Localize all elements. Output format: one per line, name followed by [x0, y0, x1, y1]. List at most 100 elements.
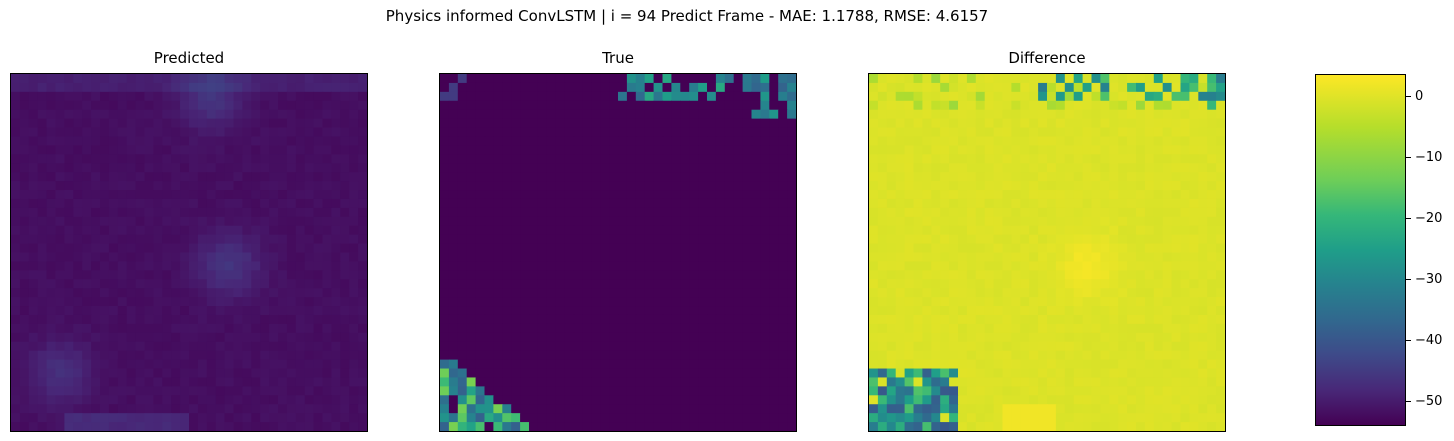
heatmap-cell [11, 422, 21, 431]
heatmap-cell [966, 243, 977, 254]
heatmap-cell [91, 118, 101, 129]
heatmap-cell [1073, 288, 1084, 298]
heatmap-cell [564, 404, 575, 414]
heatmap-cell [251, 297, 261, 307]
heatmap-cell [91, 172, 101, 182]
heatmap-cell [609, 332, 619, 343]
heatmap-cell [1198, 359, 1208, 370]
heatmap-cell [19, 82, 30, 93]
heatmap-cell [1091, 404, 1101, 414]
heatmap-cell [778, 332, 788, 343]
heatmap-cell [440, 207, 450, 218]
heatmap-cell [126, 422, 137, 431]
heatmap-cell [520, 386, 530, 396]
heatmap-cell [73, 234, 83, 245]
heatmap-cell [1180, 306, 1190, 316]
heatmap-cell [1038, 118, 1048, 129]
heatmap-cell [224, 207, 235, 218]
heatmap-cell [680, 225, 690, 236]
heatmap-cell [1109, 261, 1119, 271]
heatmap-cell [1171, 163, 1182, 173]
heatmap-cell [189, 306, 199, 316]
heatmap-cell [108, 413, 119, 423]
heatmap-cell [180, 332, 190, 343]
heatmap-cell [582, 279, 592, 289]
heatmap-cell [886, 314, 897, 325]
heatmap-cell [117, 100, 128, 111]
heatmap-cell [635, 377, 646, 387]
heatmap-cell [46, 395, 57, 405]
heatmap-cell [215, 82, 226, 93]
heatmap-cell [502, 190, 512, 200]
heatmap-cell [546, 243, 557, 254]
heatmap-cell [922, 163, 932, 173]
heatmap-cell [555, 109, 566, 120]
heatmap-cell [64, 297, 74, 307]
heatmap-cell [286, 270, 297, 280]
heatmap-cell [1011, 172, 1021, 182]
heatmap-cell [28, 413, 39, 423]
heatmap-cell [886, 234, 897, 245]
heatmap-cell [671, 386, 681, 396]
heatmap-cell [55, 404, 65, 414]
heatmap-cell [91, 216, 101, 227]
heatmap-cell [635, 297, 646, 307]
heatmap-cell [1216, 422, 1225, 431]
heatmap-cell [340, 332, 350, 343]
heatmap-cell [1064, 261, 1075, 271]
heatmap-cell [1109, 350, 1119, 361]
heatmap-cell [11, 297, 21, 307]
heatmap-cell [698, 422, 708, 431]
heatmap-cell [28, 118, 39, 129]
heatmap-difference-svg [869, 74, 1225, 431]
heatmap-cell [591, 172, 601, 182]
heatmap-cell [1127, 225, 1137, 236]
heatmap-cell [91, 297, 101, 307]
heatmap-cell [949, 109, 959, 120]
heatmap-cell [1136, 190, 1146, 200]
heatmap-cell [724, 225, 735, 236]
heatmap-cell [742, 341, 753, 352]
heatmap-cell [108, 190, 119, 200]
heatmap-cell [286, 118, 297, 129]
heatmap-cell [197, 181, 208, 191]
heatmap-cell [46, 422, 57, 431]
heatmap-cell [564, 100, 575, 111]
heatmap-cell [724, 368, 735, 379]
heatmap-cell [537, 297, 548, 307]
heatmap-cell [1047, 145, 1057, 155]
heatmap-cell [440, 306, 450, 316]
heatmap-cell [1109, 145, 1119, 155]
heatmap-cell [573, 207, 583, 218]
heatmap-cell [949, 234, 959, 245]
heatmap-cell [37, 350, 48, 361]
heatmap-cell [573, 127, 583, 138]
heatmap-cell [1153, 297, 1164, 307]
heatmap-cell [55, 332, 65, 343]
heatmap-cell [707, 207, 717, 218]
heatmap-cell [11, 404, 21, 414]
heatmap-cell [662, 109, 672, 120]
heatmap-cell [904, 377, 915, 387]
heatmap-cell [1100, 234, 1110, 245]
heatmap-cell [260, 261, 270, 271]
heatmap-cell [457, 404, 468, 414]
heatmap-cell [653, 359, 664, 370]
heatmap-cell [64, 234, 74, 245]
heatmap-cell [940, 350, 950, 361]
heatmap-cell [19, 225, 30, 236]
heatmap-cell [19, 368, 30, 379]
heatmap-cell [135, 190, 146, 200]
heatmap-cell [1091, 100, 1101, 111]
heatmap-cell [1216, 181, 1225, 191]
heatmap-cell [1127, 74, 1137, 84]
heatmap-cell [100, 350, 110, 361]
heatmap-cell [304, 386, 315, 396]
heatmap-cell [618, 288, 628, 298]
heatmap-cell [358, 252, 367, 263]
heatmap-cell [180, 225, 190, 236]
heatmap-cell [64, 252, 74, 263]
heatmap-cell [260, 216, 270, 227]
heatmap-cell [1055, 225, 1066, 236]
heatmap-cell [278, 198, 288, 209]
